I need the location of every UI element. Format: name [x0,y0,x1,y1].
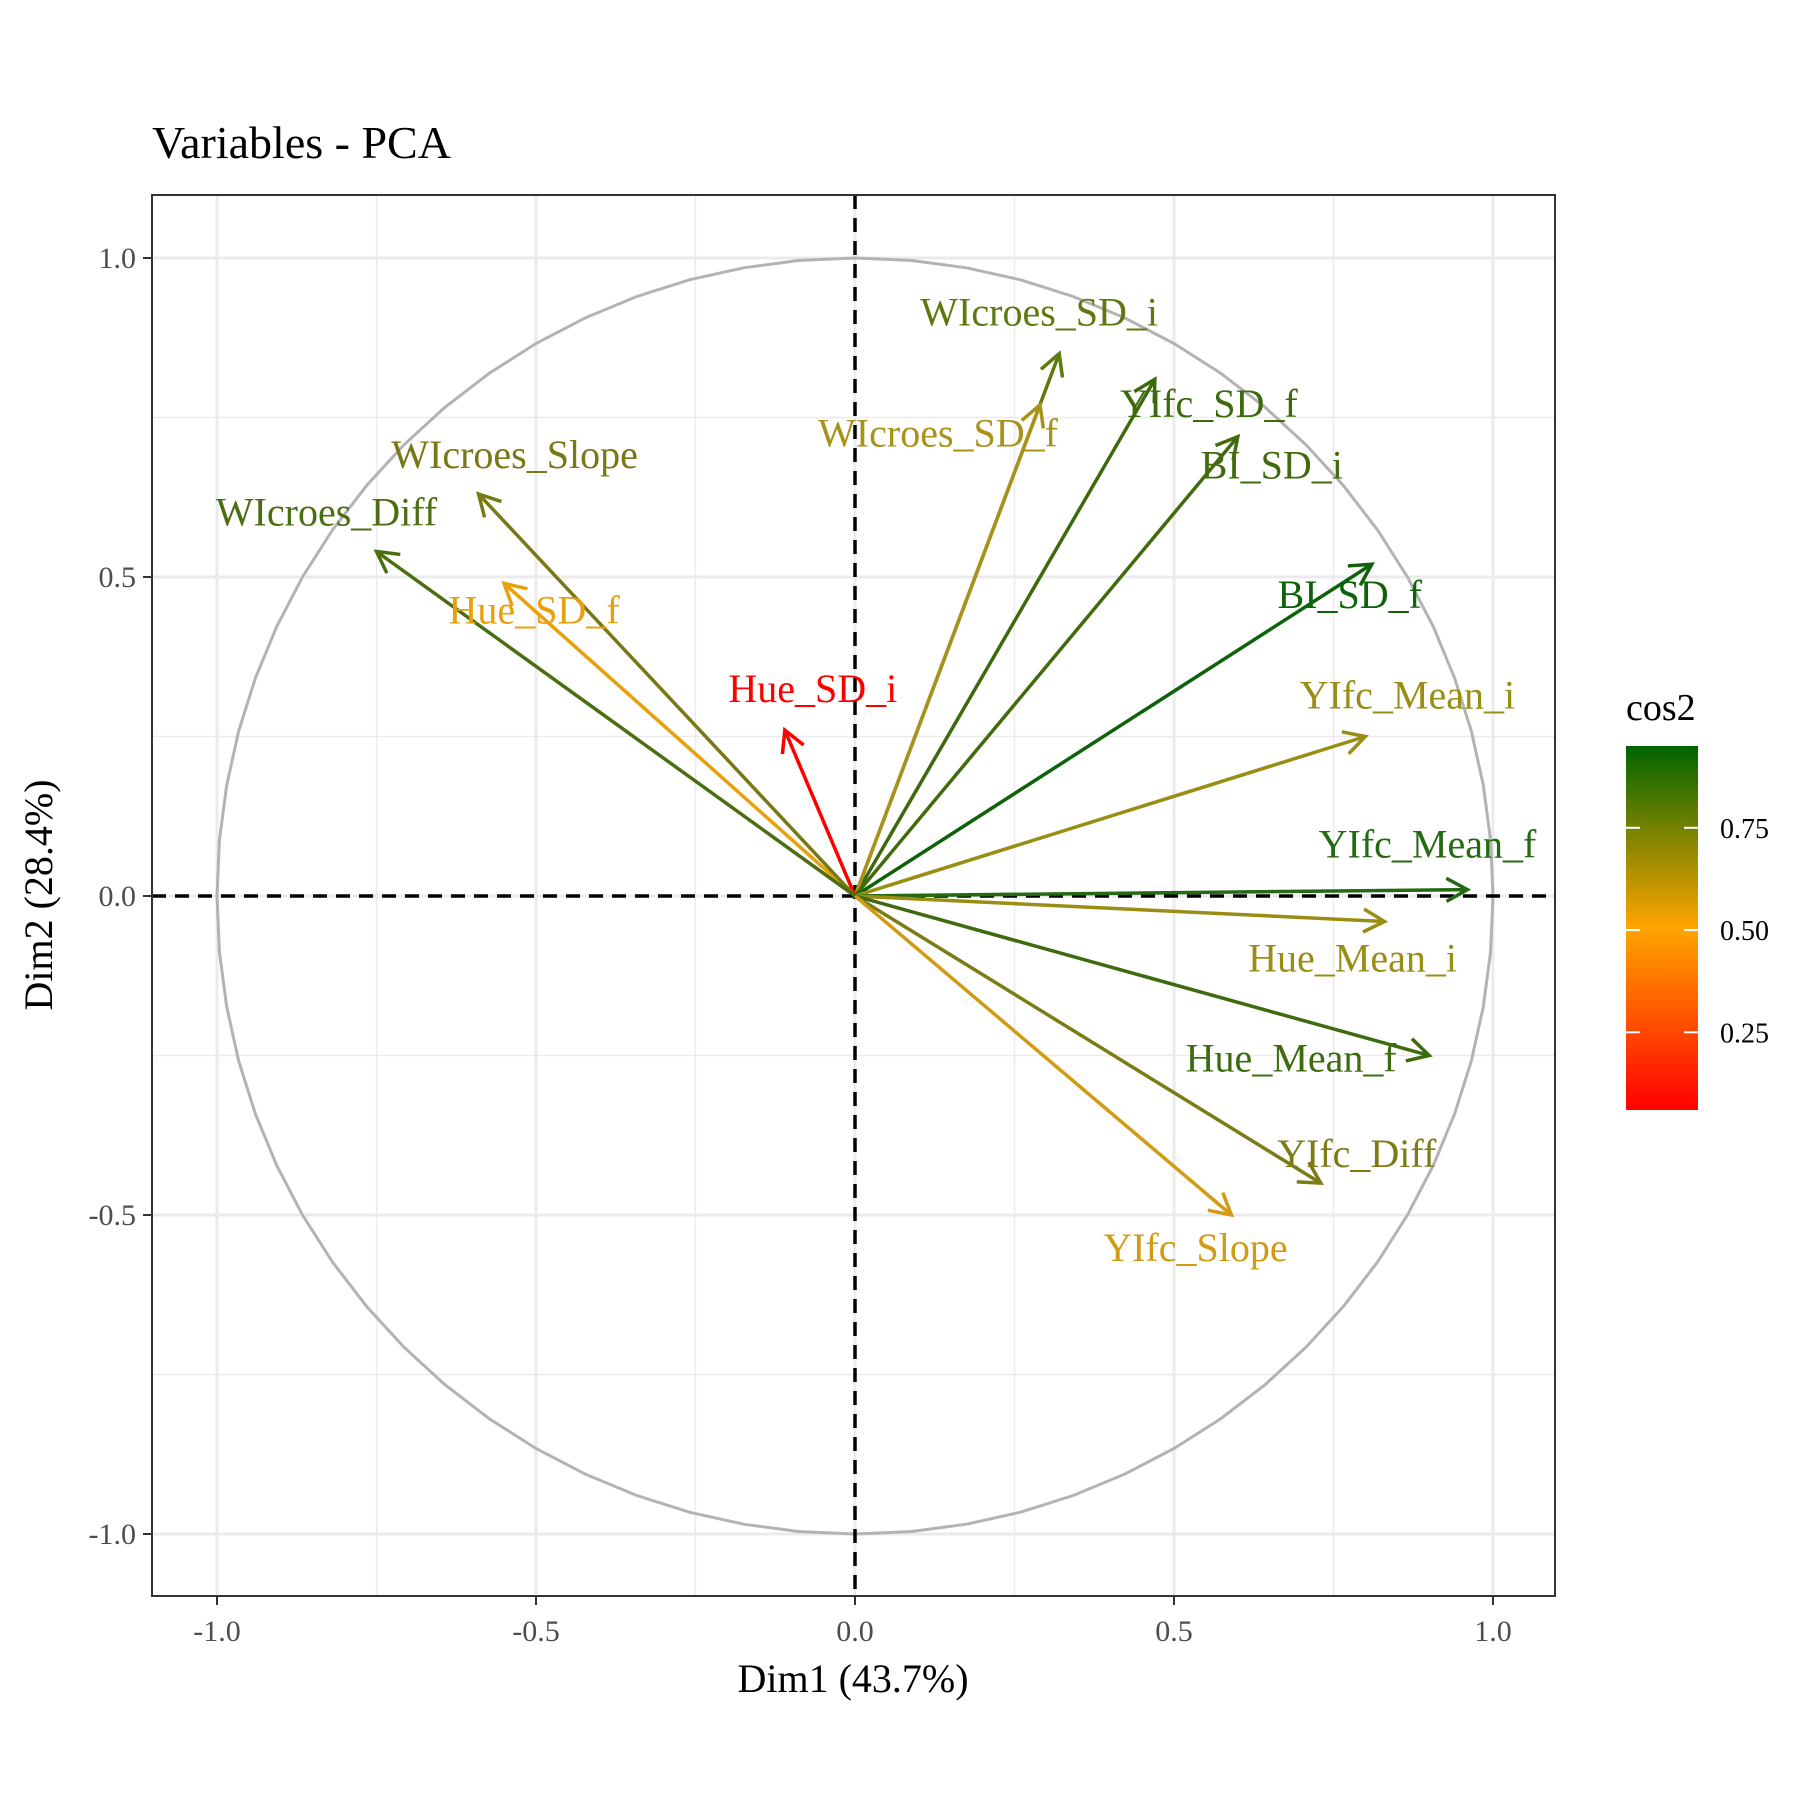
unit-circle [215,256,1495,1536]
arrow-head [1039,350,1065,378]
arrow-shaft [853,894,1233,1217]
arrow-head [1133,376,1157,404]
variable-label: YIfc_Diff [1277,1131,1437,1176]
x-tick-label: 1.0 [1474,1615,1512,1648]
arrow-shaft [477,492,857,898]
variable-label: BI_SD_i [1201,443,1343,488]
x-tick-label: -1.0 [193,1615,241,1648]
arrow-shaft [854,562,1373,898]
x-tick-label: -0.5 [512,1615,560,1648]
variable-label: Hue_SD_f [449,587,621,632]
variable-label: WIcroes_SD_f [818,411,1059,456]
arrow-shaft [853,378,1157,897]
arrow-head [1214,433,1241,461]
legend-break-label: 0.50 [1720,916,1769,947]
arrow-shaft [853,404,1042,897]
chart-title: Variables - PCA [152,117,451,168]
variable-label: WIcroes_SD_i [920,290,1158,335]
arrow-shaft [854,894,1322,1185]
arrow-head [1362,907,1389,934]
variable-label: WIcroes_Diff [216,489,438,534]
x-tick-label: 0.0 [836,1615,874,1648]
arrow-head [1207,1191,1235,1218]
x-axis-title: Dim1 (43.7%) [737,1656,968,1701]
arrow-head [1445,876,1472,903]
variable-label: WIcroes_Slope [391,432,638,477]
arrow-shaft [854,894,1385,924]
y-tick-label: 1.0 [99,242,137,275]
legend: cos2 0.25 0.50 0.75 [1626,687,1769,1110]
arrow-head [1347,562,1375,587]
variable-label: YIfc_Mean_i [1300,673,1515,718]
variable-label: BI_SD_f [1278,572,1423,617]
arrow-shaft [854,734,1366,898]
y-tick-label: -0.5 [89,1199,137,1232]
y-axis-ticks: -1.0 -0.5 0.0 0.5 1.0 [89,242,152,1551]
y-axis-title: Dim2 (28.4%) [16,779,61,1010]
arrow-head [476,491,502,518]
arrow-head [1296,1161,1324,1186]
arrow-head [1020,401,1046,429]
x-axis-ticks: -1.0 -0.5 0.0 0.5 1.0 [193,1596,1512,1648]
y-tick-label: 0.5 [99,561,137,594]
arrow-shaft [375,550,857,898]
x-tick-label: 0.5 [1155,1615,1193,1648]
variable-label: Hue_SD_i [728,666,897,711]
arrow-head [1405,1037,1433,1063]
legend-break-label: 0.75 [1720,814,1769,845]
arrow-shaft [853,435,1240,898]
legend-colorbar [1626,746,1698,1110]
variable-label: Hue_Mean_i [1248,936,1457,981]
legend-title: cos2 [1626,687,1696,729]
variable-labels: WIcroes_SD_i YIfc_SD_f WIcroes_SD_f BI_SD_i… [216,290,1537,1270]
variable-label: YIfc_SD_f [1120,381,1298,426]
y-tick-label: 0.0 [99,880,137,913]
y-tick-label: -1.0 [89,1518,137,1551]
arrow-shaft [502,582,857,898]
arrow-head [373,549,401,574]
variable-label: YIfc_Mean_f [1319,822,1537,867]
legend-breaks: 0.25 0.50 0.75 [1626,814,1769,1049]
variable-arrows [373,350,1472,1218]
variable-label: YIfc_Slope [1103,1225,1287,1270]
arrow-shaft [783,729,857,897]
variable-label: Hue_Mean_f [1186,1036,1398,1081]
arrow-head [780,726,805,755]
arrow-shaft [854,887,1468,898]
arrow-head [501,580,528,607]
arrow-shaft [854,894,1430,1058]
legend-break-label: 0.25 [1720,1018,1769,1049]
arrow-head [1341,730,1369,755]
